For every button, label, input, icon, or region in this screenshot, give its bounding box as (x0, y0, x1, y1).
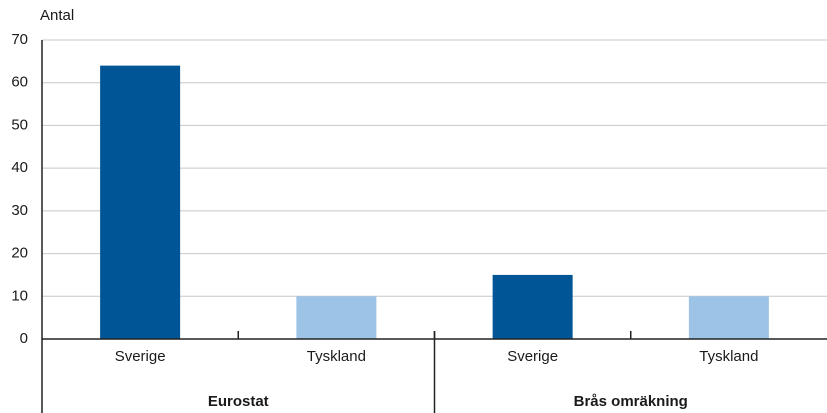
bar (296, 296, 377, 339)
y-tick-label: 70 (11, 31, 28, 48)
bar (492, 274, 573, 339)
group-label: Eurostat (208, 393, 269, 410)
y-tick-label: 20 (11, 245, 28, 262)
y-tick-label: 40 (11, 159, 28, 176)
x-tick-label: Sverige (115, 348, 166, 365)
x-tick-label: Tyskland (699, 348, 758, 365)
y-tick-label: 30 (11, 202, 28, 219)
y-tick-label: 0 (20, 330, 28, 347)
y-tick-label: 50 (11, 116, 28, 133)
bar (100, 65, 181, 339)
x-tick-label: Tyskland (307, 348, 366, 365)
y-tick-label: 60 (11, 74, 28, 91)
y-axis-label: Antal (40, 7, 74, 24)
bar (688, 296, 769, 339)
y-tick-label: 10 (11, 287, 28, 304)
group-label: Brås omräkning (574, 393, 688, 410)
x-tick-label: Sverige (507, 348, 558, 365)
